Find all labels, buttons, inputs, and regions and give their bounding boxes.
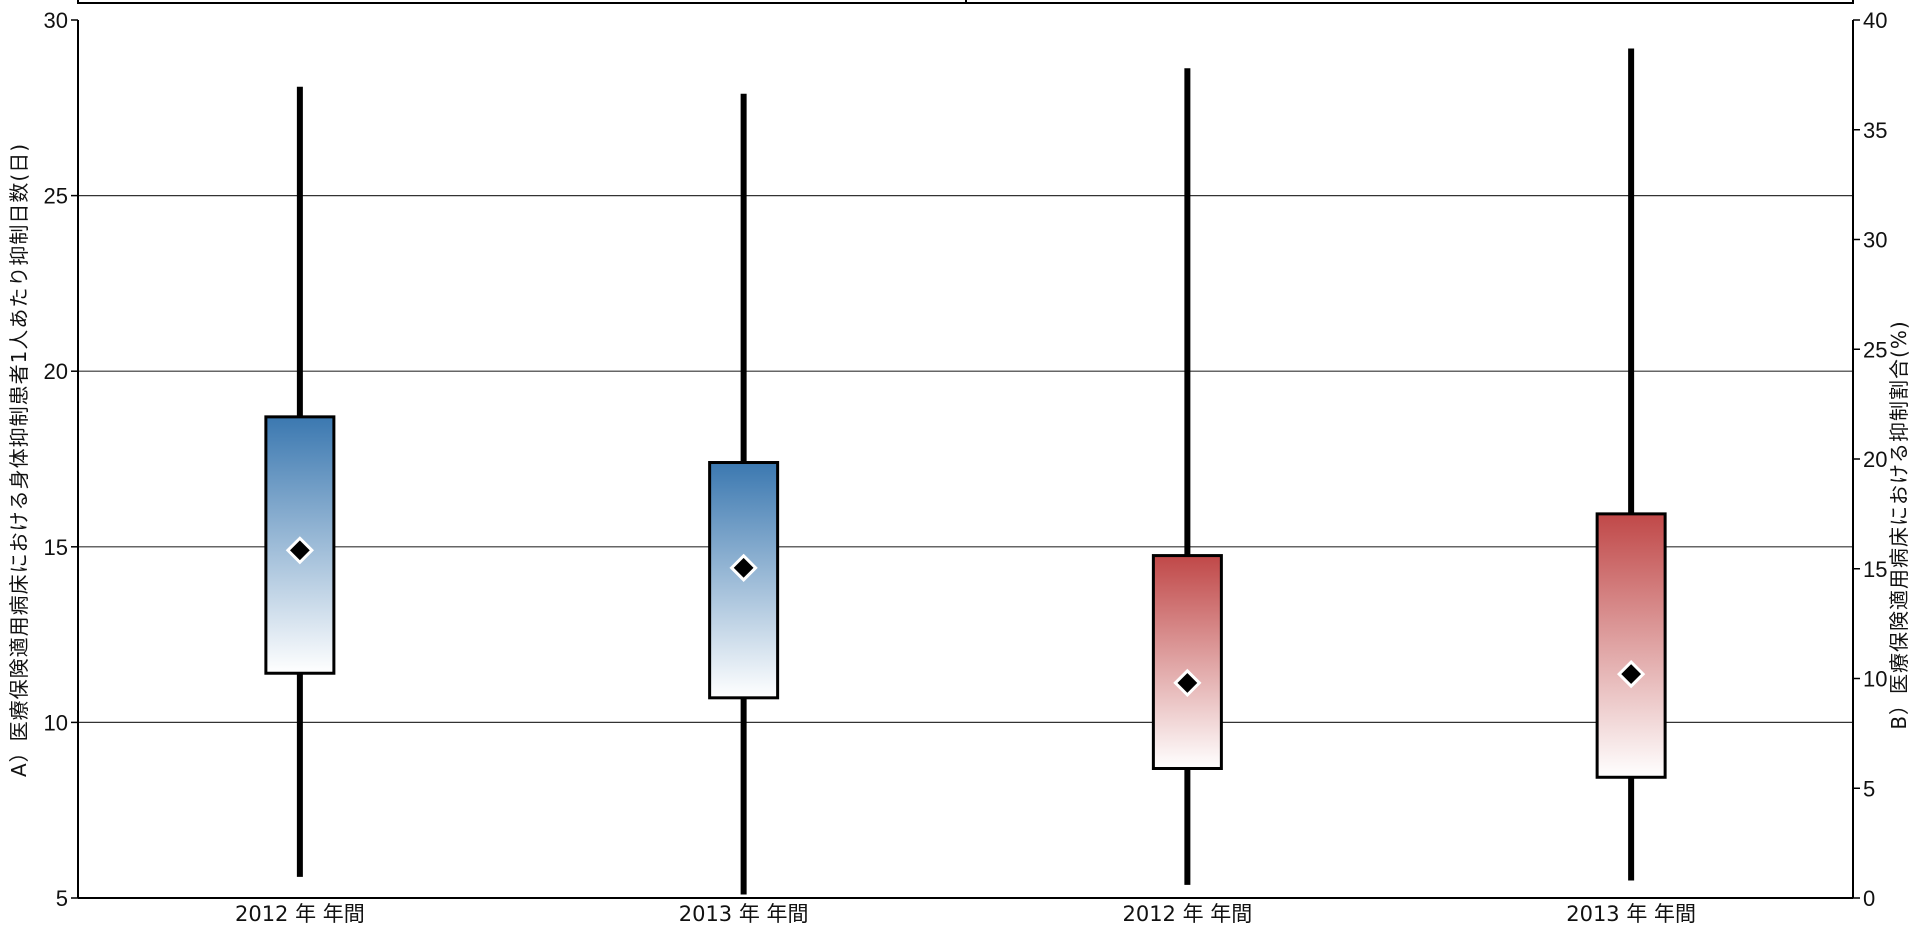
grid-lines <box>78 195 1853 724</box>
left-tick-label: 30 <box>44 8 68 33</box>
category-label: 2013 年 年間 <box>1566 902 1696 925</box>
right-axis-ticks: 0 5 10 15 20 25 30 35 40 <box>1853 8 1887 911</box>
legend-strip <box>77 0 1854 4</box>
right-tick-label: 0 <box>1863 886 1875 911</box>
right-axis-title: B）医療保険適用病床における抑制割合(%) <box>1887 320 1911 729</box>
mean-marker <box>285 536 314 565</box>
mean-marker <box>1173 668 1202 698</box>
left-tick-label: 5 <box>56 886 68 911</box>
left-axis-title: A）医療保険適用病床における身体抑制患者1人あたり抑制日数(日) <box>7 143 31 777</box>
right-tick-label: 25 <box>1863 337 1887 362</box>
left-tick-label: 10 <box>44 710 68 735</box>
box-body <box>1151 554 1223 770</box>
box-body <box>1595 512 1667 779</box>
category-labels: 2012 年 年間 2013 年 年間 2012 年 年間 2013 年 年間 <box>235 902 1696 925</box>
left-tick-label: 15 <box>44 535 68 560</box>
mean-marker <box>1617 659 1646 689</box>
right-tick-label: 15 <box>1863 557 1887 582</box>
box-4 <box>1595 48 1667 881</box>
left-tick-label: 20 <box>44 359 68 384</box>
right-tick-label: 5 <box>1863 776 1875 801</box>
category-label: 2012 年 年間 <box>235 902 365 925</box>
box-1 <box>264 86 336 877</box>
category-label: 2013 年 年間 <box>679 902 809 925</box>
mean-marker <box>729 553 758 582</box>
plot-frame <box>77 20 1854 899</box>
left-tick-label: 25 <box>44 184 68 209</box>
box-series <box>264 48 1667 895</box>
box-2 <box>708 93 780 895</box>
right-tick-label: 35 <box>1863 118 1887 143</box>
category-label: 2012 年 年間 <box>1122 902 1252 925</box>
box-3 <box>1151 68 1223 885</box>
right-tick-label: 40 <box>1863 8 1887 33</box>
left-axis-ticks: 5 10 15 20 25 30 <box>44 8 78 911</box>
right-tick-label: 10 <box>1863 667 1887 692</box>
right-tick-label: 20 <box>1863 447 1887 472</box>
right-tick-label: 30 <box>1863 228 1887 253</box>
